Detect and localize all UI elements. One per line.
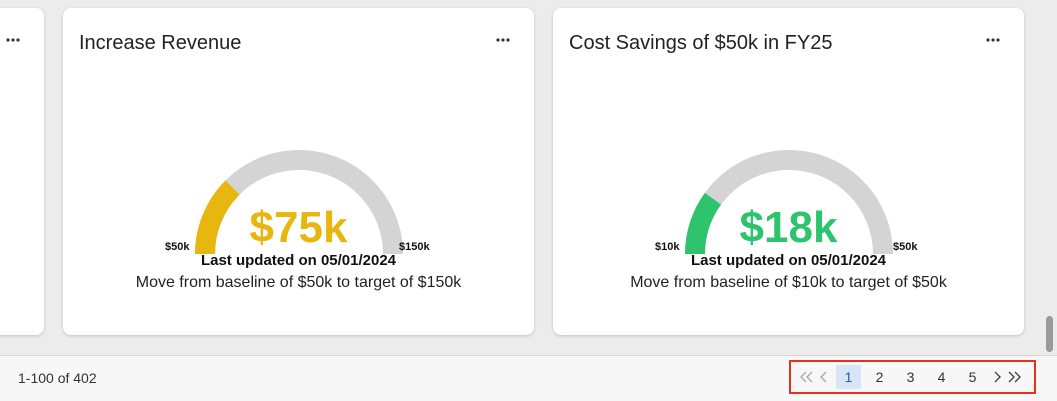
gauge-chart: [685, 150, 893, 255]
more-options-button[interactable]: [982, 32, 1004, 48]
more-horizontal-icon: [986, 38, 1000, 42]
pagination-footer: 1-100 of 402 1 2 3 4 5: [0, 355, 1057, 401]
record-range-text: 1-100 of 402: [18, 370, 97, 386]
pagination-controls: 1 2 3 4 5: [789, 360, 1036, 394]
page-1-button[interactable]: 1: [836, 365, 861, 389]
page-2-button[interactable]: 2: [875, 369, 884, 385]
last-updated-text: Last updated on 05/01/2024: [690, 252, 887, 269]
card-description: Move from baseline of $50k to target of …: [135, 274, 462, 291]
page-4-button[interactable]: 4: [937, 369, 946, 385]
last-page-icon: [1008, 371, 1021, 383]
more-options-button[interactable]: [492, 32, 514, 48]
gauge-max-label: $50k: [893, 241, 918, 253]
kpi-card-partial: [0, 8, 44, 335]
more-horizontal-icon: [6, 38, 20, 42]
gauge-max-label: $150k: [399, 241, 430, 253]
more-horizontal-icon: [496, 38, 510, 42]
scrollbar-thumb[interactable]: [1046, 316, 1053, 352]
gauge-min-label: $10k: [655, 241, 680, 253]
next-page-button[interactable]: [988, 367, 1006, 387]
kpi-card-cost-savings: Cost Savings of $50k in FY25 $18k $10k $…: [553, 8, 1024, 335]
page-3-button[interactable]: 3: [906, 369, 915, 385]
vertical-scrollbar[interactable]: [1043, 0, 1057, 355]
first-page-button[interactable]: [797, 367, 815, 387]
more-options-button[interactable]: [2, 32, 24, 48]
card-title: Increase Revenue: [79, 32, 242, 54]
card-description: Move from baseline of $10k to target of …: [630, 274, 947, 291]
first-page-icon: [800, 371, 813, 383]
previous-page-icon: [820, 371, 827, 383]
card-title: Cost Savings of $50k in FY25: [569, 32, 833, 54]
previous-page-button[interactable]: [815, 367, 833, 387]
gauge-min-label: $50k: [165, 241, 190, 253]
last-updated-text: Last updated on 05/01/2024: [200, 252, 397, 269]
next-page-icon: [994, 371, 1001, 383]
gauge-fill: [195, 180, 240, 255]
gauge-chart: [195, 150, 403, 255]
page-5-button[interactable]: 5: [968, 369, 977, 385]
last-page-button[interactable]: [1006, 367, 1024, 387]
kpi-card-increase-revenue: Increase Revenue $75k $50k $150k Last up…: [63, 8, 534, 335]
gauge-value: $18k: [739, 203, 838, 252]
gauge-fill: [685, 192, 722, 255]
gauge-value: $75k: [249, 203, 348, 252]
